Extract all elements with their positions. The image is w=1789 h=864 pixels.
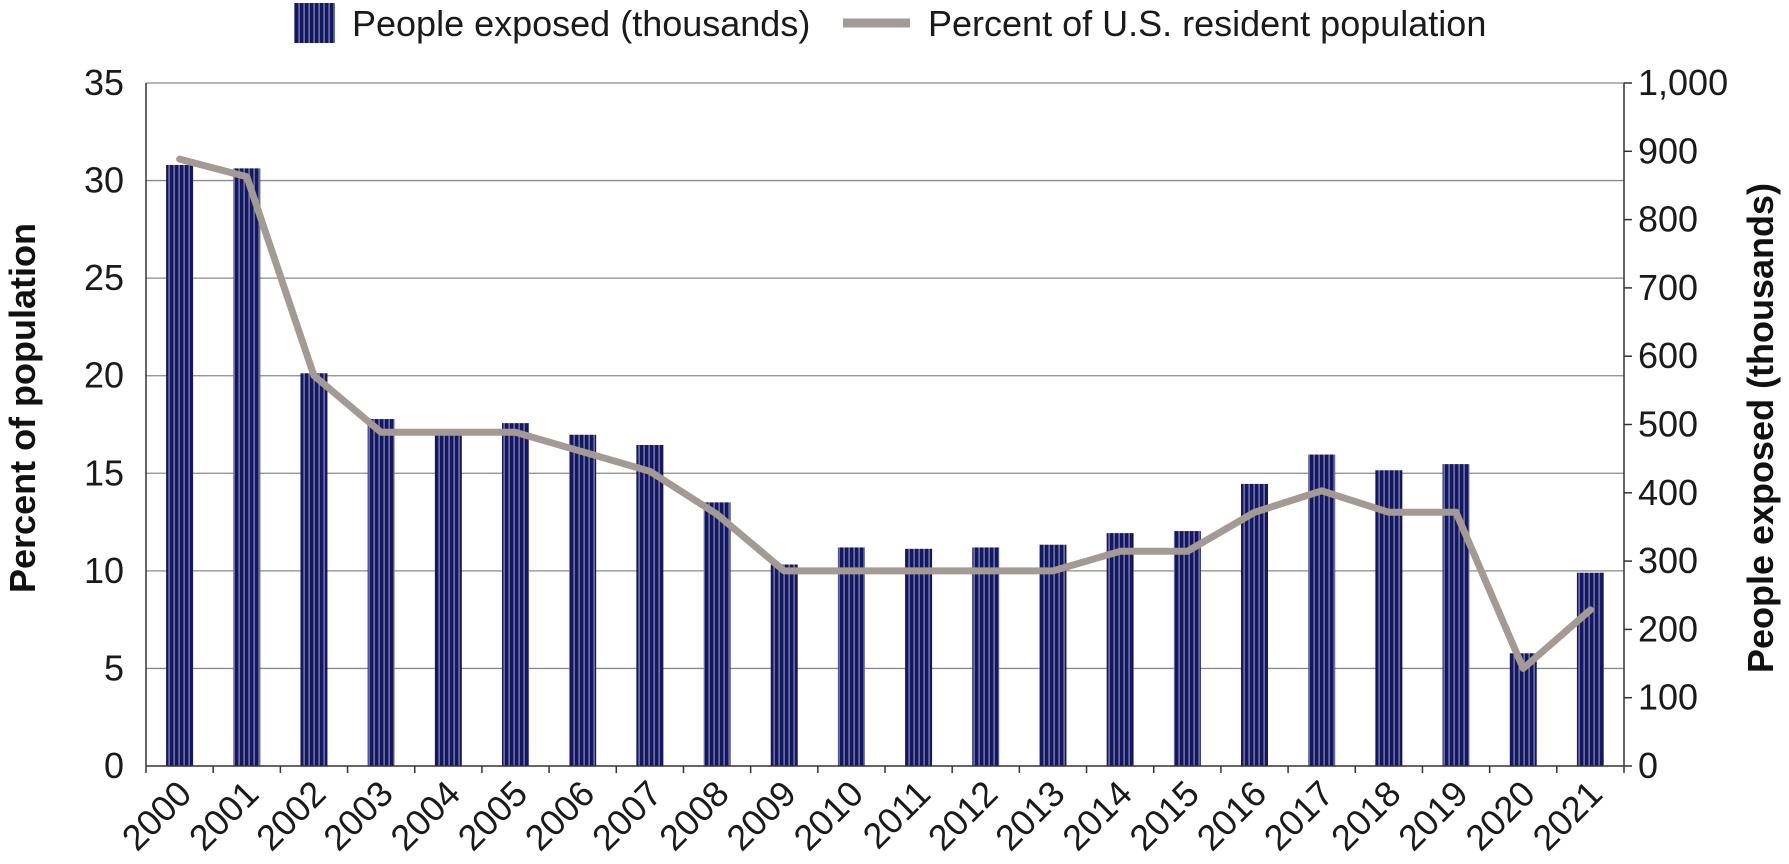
x-tick-label-2020: 2020 [1457, 773, 1543, 859]
x-tick-label-2012: 2012 [920, 773, 1006, 859]
right-tick-label: 500 [1638, 404, 1698, 445]
x-tick-label-2019: 2019 [1390, 773, 1476, 859]
left-tick-label: 0 [104, 745, 124, 786]
left-tick-label: 10 [84, 550, 124, 591]
bar-2021 [1576, 572, 1604, 766]
bar-2001 [233, 168, 261, 766]
right-tick-label: 100 [1638, 677, 1698, 718]
legend-label-line: Percent of U.S. resident population [928, 3, 1486, 44]
x-tick-label-2004: 2004 [382, 773, 468, 859]
bar-2006 [569, 434, 597, 766]
x-tick-label-2014: 2014 [1054, 773, 1140, 859]
right-tick-label: 900 [1638, 130, 1698, 171]
bar-2015 [1173, 531, 1201, 766]
bar-2008 [703, 502, 731, 766]
legend: People exposed (thousands) Percent of U.… [294, 3, 1486, 44]
x-tick-label-2011: 2011 [855, 773, 939, 857]
right-axis-title: People exposed (thousands) [1740, 183, 1781, 673]
bars [166, 164, 1604, 766]
left-tick-label: 30 [84, 160, 124, 201]
x-tick-label-2001: 2001 [181, 773, 267, 859]
right-axis-tick-labels: 0 100 200 300 400 500 600 700 800 900 1,000 [1638, 62, 1728, 786]
x-tick-label-2017: 2017 [1256, 773, 1342, 859]
bar-2018 [1375, 470, 1403, 766]
bar-2011 [905, 548, 933, 766]
right-tick-label: 1,000 [1638, 62, 1728, 103]
bar-2007 [636, 444, 664, 766]
right-tick-label: 0 [1638, 745, 1658, 786]
x-tick-label-2005: 2005 [450, 773, 536, 859]
left-tick-label: 35 [84, 62, 124, 103]
bar-2009 [770, 564, 798, 766]
x-axis-tick-labels: 2000200120022003200420052006200720082009… [114, 773, 1610, 859]
bar-2000 [166, 164, 194, 766]
bar-2005 [502, 423, 529, 766]
x-tick-label-2009: 2009 [718, 773, 804, 859]
x-tick-label-2000: 2000 [114, 773, 200, 859]
x-tick-label-2015: 2015 [1121, 773, 1207, 859]
bar-2004 [434, 431, 462, 766]
bar-2020 [1509, 653, 1537, 766]
left-tick-label: 25 [84, 257, 124, 298]
left-axis-title: Percent of population [2, 223, 43, 593]
right-tick-label: 600 [1638, 335, 1698, 376]
bar-2002 [300, 373, 328, 766]
x-tick-label-2016: 2016 [1189, 773, 1275, 859]
right-tick-label: 800 [1638, 199, 1698, 240]
bar-2013 [1039, 544, 1067, 766]
right-tick-label: 200 [1638, 608, 1698, 649]
bar-2014 [1106, 533, 1134, 766]
left-tick-label: 5 [104, 647, 124, 688]
bar-2016 [1241, 483, 1268, 766]
x-tick-label-2018: 2018 [1323, 773, 1409, 859]
x-tick-label-2002: 2002 [248, 773, 334, 859]
right-tick-label: 300 [1638, 540, 1698, 581]
x-tick-label-2008: 2008 [651, 773, 737, 859]
x-tick-label-2021: 2021 [1524, 773, 1610, 859]
right-tick-label: 700 [1638, 267, 1698, 308]
x-tick-label-2003: 2003 [315, 773, 401, 859]
left-axis-tick-labels: 0 5 10 15 20 25 30 35 [84, 62, 124, 786]
left-tick-label: 15 [84, 452, 124, 493]
percent-line-layer [176, 155, 1594, 672]
bar-2017 [1308, 454, 1336, 766]
right-tick-label: 400 [1638, 472, 1698, 513]
x-tick-label-2010: 2010 [785, 773, 871, 859]
x-tick-label-2013: 2013 [987, 773, 1073, 859]
bar-2003 [367, 419, 395, 766]
percent-line [176, 155, 1594, 672]
axes [145, 82, 1632, 773]
x-tick-label-2006: 2006 [517, 773, 603, 859]
left-tick-label: 20 [84, 355, 124, 396]
x-tick-label-2007: 2007 [584, 773, 670, 859]
bar-2010 [837, 547, 865, 766]
bar-2012 [972, 547, 1000, 766]
legend-label-bars: People exposed (thousands) [352, 3, 810, 44]
legend-swatch-bars [294, 3, 335, 43]
